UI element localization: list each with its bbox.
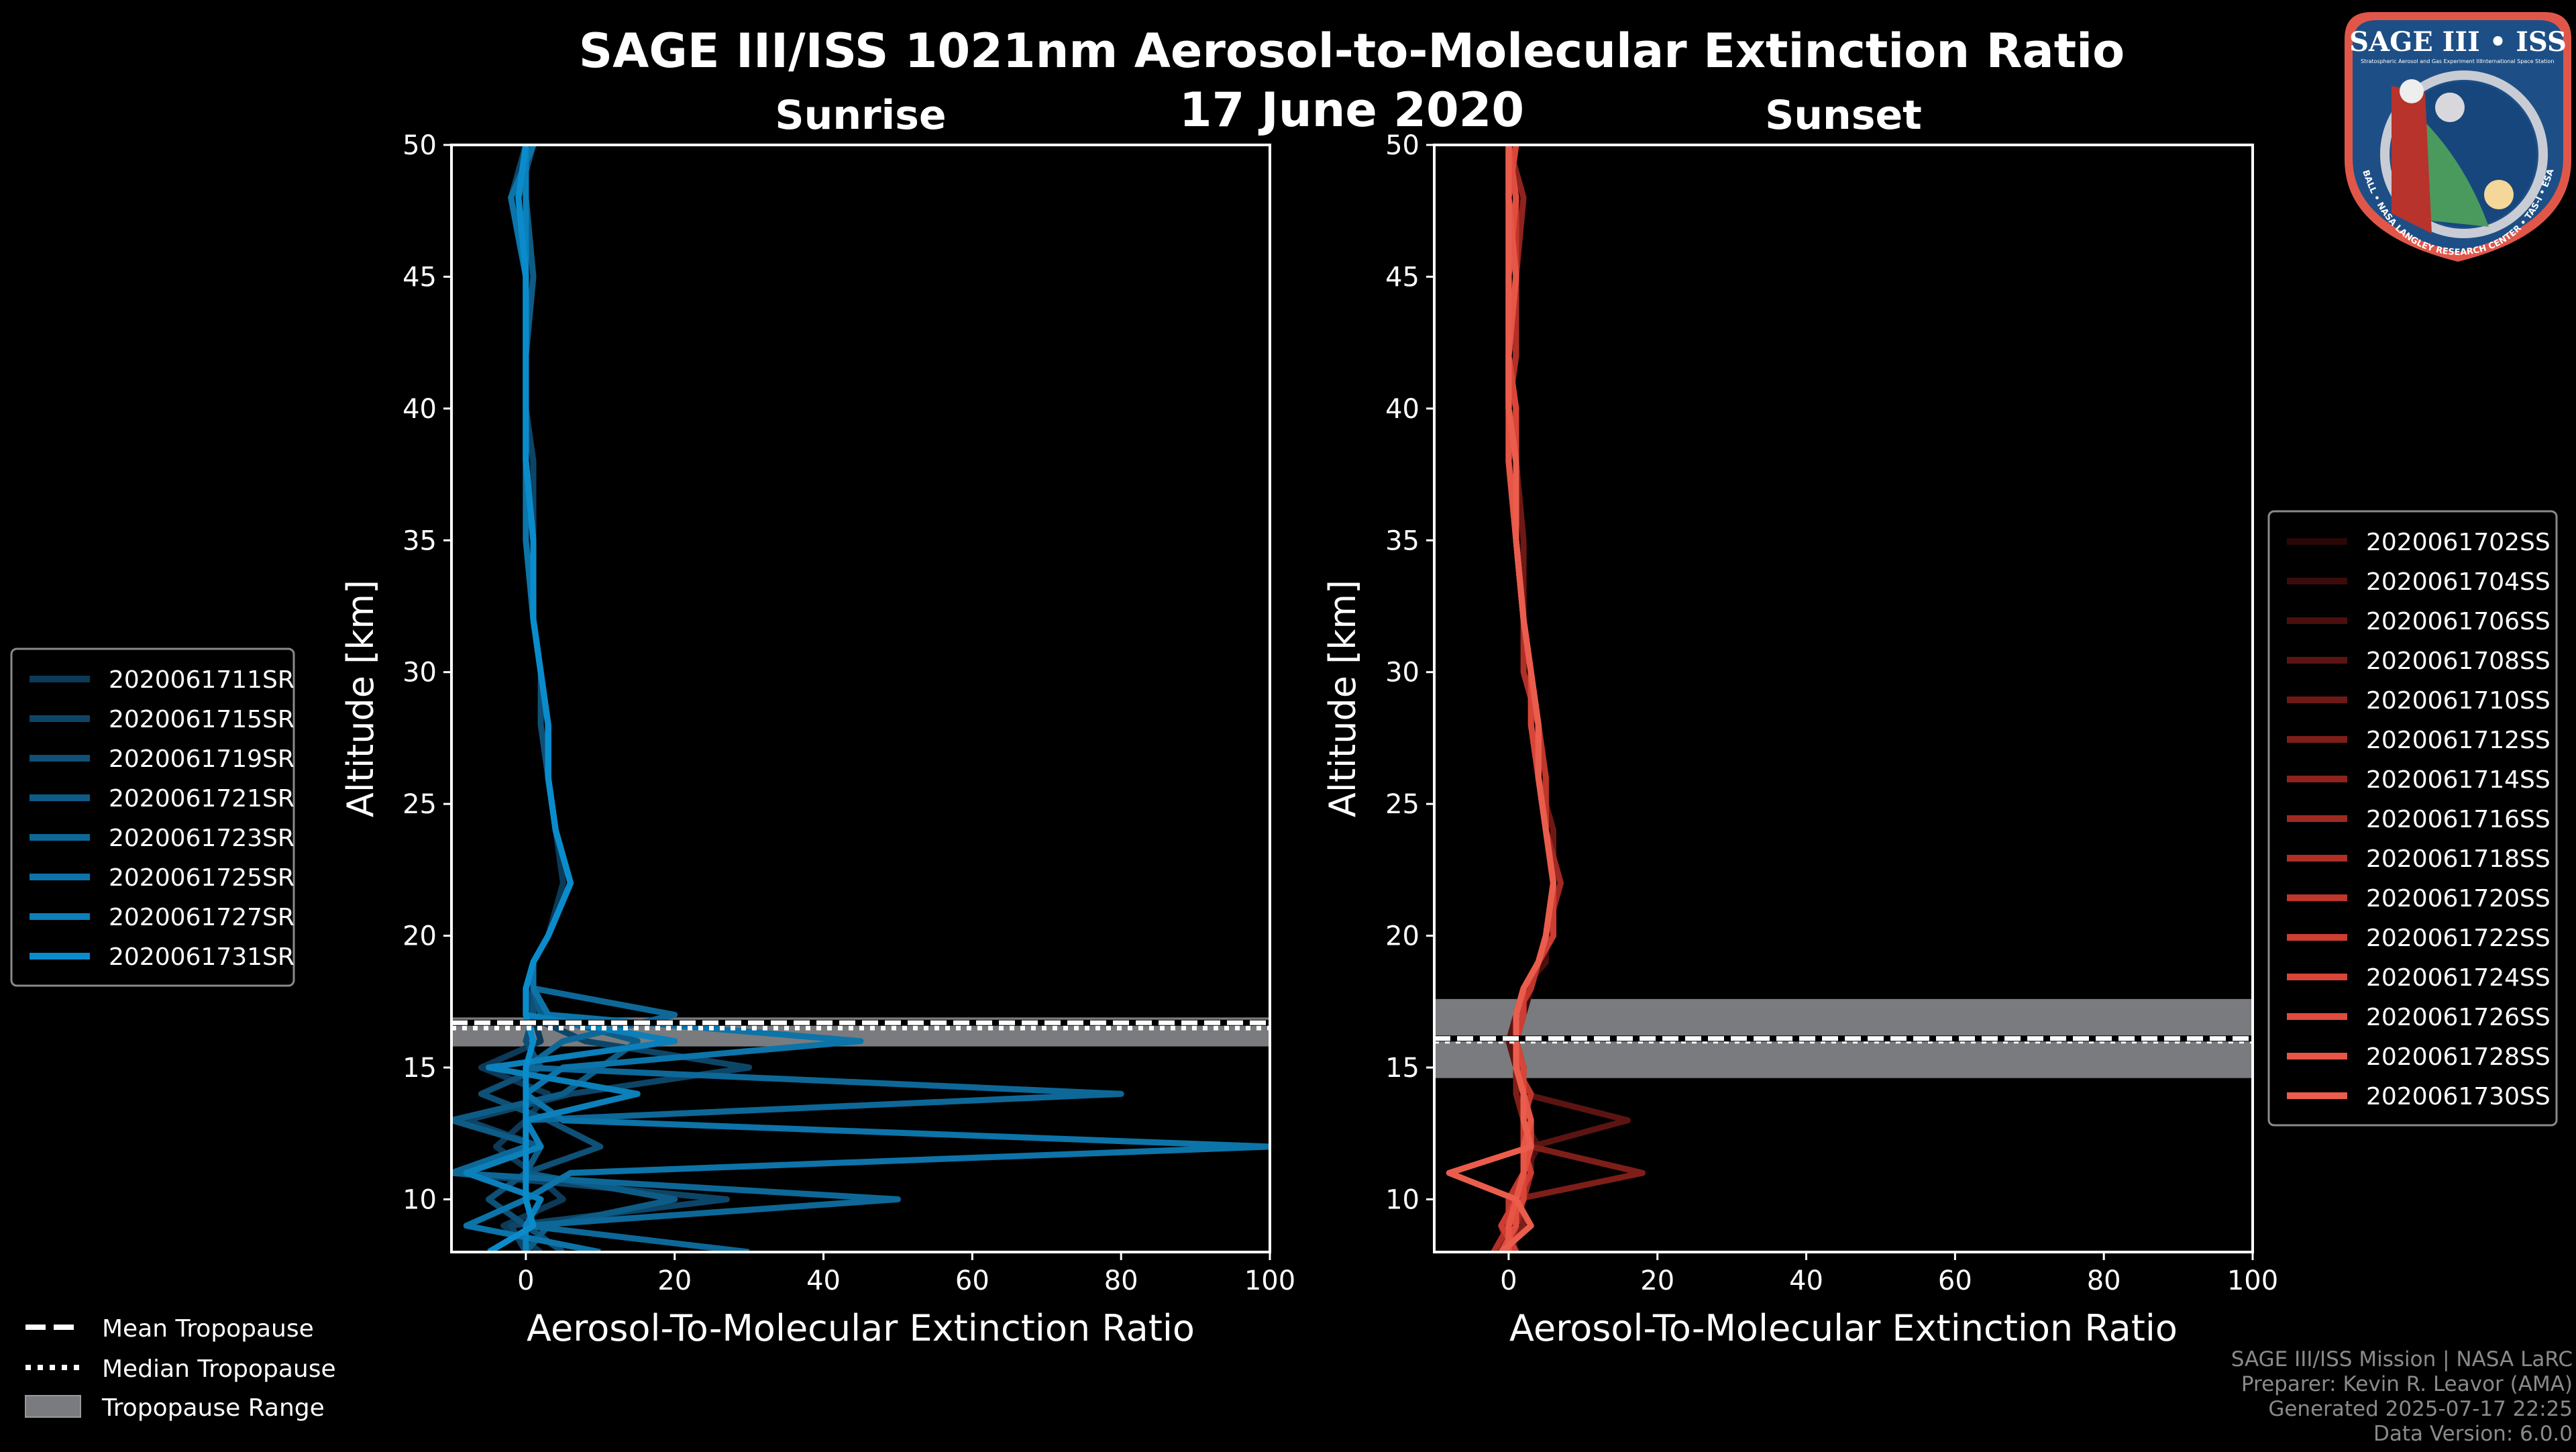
legend-label: 2020061719SR (109, 745, 294, 773)
x-tick-label: 80 (2087, 1265, 2121, 1296)
legend-label: 2020061724SS (2366, 964, 2551, 992)
sunrise-plot: 0 20 40 60 80 100 10 15 20 25 30 35 40 45 50 (402, 130, 1295, 1296)
chart-title: SAGE III/ISS 1021nm Aerosol-to-Molecular… (579, 23, 2125, 79)
x-axis-label-sunset: Aerosol-To-Molecular Extinction Ratio (1509, 1307, 2178, 1349)
x-tick-label: 40 (1789, 1265, 1823, 1296)
legend-label: 2020061720SS (2366, 885, 2551, 913)
legend-label: 2020061708SS (2366, 647, 2551, 675)
y-tick-label: 30 (402, 658, 437, 688)
x-axis-label-sunrise: Aerosol-To-Molecular Extinction Ratio (527, 1307, 1195, 1349)
legend-label: Median Tropopause (102, 1355, 336, 1383)
panel-title-sunset: Sunset (1765, 92, 1922, 139)
series-line-2020061731SR (487, 145, 574, 1252)
legend-label: 2020061702SS (2366, 529, 2551, 556)
x-tick-label: 100 (1244, 1265, 1295, 1296)
x-tick-label: 100 (2227, 1265, 2278, 1296)
y-tick-label: 45 (402, 262, 437, 293)
legend-label: Mean Tropopause (102, 1315, 314, 1343)
y-tick-label: 50 (402, 130, 437, 161)
x-tick-label: 60 (1938, 1265, 1972, 1296)
y-tick-label: 20 (402, 921, 437, 952)
logo-title: SAGE III • ISS (2349, 26, 2567, 58)
x-tick-label: 60 (955, 1265, 989, 1296)
y-tick-label: 25 (402, 789, 437, 820)
footer-generated: Generated 2025-07-17 22:25 (2268, 1397, 2573, 1421)
x-tick-label: 0 (1500, 1265, 1517, 1296)
series-line-2020061730SS (1446, 145, 1556, 1252)
y-tick-label: 45 (1385, 262, 1419, 293)
legend-label: 2020061722SS (2366, 925, 2551, 952)
legend-label: 2020061712SS (2366, 727, 2551, 754)
legend-label: 2020061704SS (2366, 568, 2551, 596)
legend-label: 2020061718SS (2366, 845, 2551, 873)
y-axis-label-sunset: Altitude [km] (1322, 580, 1364, 817)
x-tick-label: 20 (657, 1265, 692, 1296)
tropopause-legend: Mean Tropopause Median Tropopause Tropop… (25, 1315, 336, 1422)
x-tick-label: 0 (517, 1265, 534, 1296)
y-tick-label: 35 (402, 525, 437, 556)
legend-label: 2020061706SS (2366, 608, 2551, 635)
legend-label: 2020061731SR (109, 943, 294, 971)
footer-mission: SAGE III/ISS Mission | NASA LaRC (2231, 1347, 2573, 1371)
legend-label: 2020061710SS (2366, 687, 2551, 715)
legend-label: 2020061728SS (2366, 1043, 2551, 1071)
y-axis-label-sunrise: Altitude [km] (339, 580, 382, 817)
y-tick-label: 15 (1385, 1053, 1419, 1084)
logo-line2: International Space Station (2481, 58, 2555, 64)
footer-version: Data Version: 6.0.0 (2373, 1422, 2573, 1446)
y-tick-label: 20 (1385, 921, 1419, 952)
sunset-legend: 2020061702SS 2020061704SS 2020061706SS 2020… (2267, 510, 2558, 1127)
y-tick-label: 10 (402, 1184, 437, 1215)
y-tick-label: 40 (1385, 394, 1419, 425)
x-tick-label: 80 (1104, 1265, 1138, 1296)
x-tick-label: 40 (806, 1265, 841, 1296)
plot-frame (450, 144, 1271, 1253)
legend-label: 2020061715SR (109, 706, 294, 733)
legend-label: 2020061716SS (2366, 806, 2551, 833)
y-tick-label: 25 (1385, 789, 1419, 820)
sunset-plot: 0 20 40 60 80 100 10 15 20 25 30 35 40 45 50 (1385, 130, 2278, 1296)
footer: SAGE III/ISS Mission | NASA LaRC Prepare… (2231, 1347, 2573, 1446)
legend-label: 2020061730SS (2366, 1083, 2551, 1110)
logo-line1: Stratospheric Aerosol and Gas Experiment… (2361, 58, 2481, 64)
legend-label: 2020061714SS (2366, 766, 2551, 794)
legend-label: Tropopause Range (101, 1394, 325, 1422)
legend-label: 2020061711SR (109, 666, 294, 694)
panel-title-sunrise: Sunrise (775, 92, 946, 139)
sage-iii-iss-logo: SAGE III • ISS Stratospheric Aerosol and… (2345, 12, 2571, 262)
legend-frame (10, 647, 295, 987)
legend-label: 2020061727SR (109, 904, 294, 931)
footer-preparer: Preparer: Kevin R. Leavor (AMA) (2241, 1372, 2573, 1396)
y-tick-label: 50 (1385, 130, 1419, 161)
y-tick-label: 15 (402, 1053, 437, 1084)
y-tick-label: 40 (402, 394, 437, 425)
y-tick-label: 35 (1385, 525, 1419, 556)
legend-label: 2020061721SR (109, 785, 294, 813)
x-tick-label: 20 (1640, 1265, 1674, 1296)
legend-label: 2020061726SS (2366, 1004, 2551, 1031)
tropopause-range-swatch (25, 1395, 81, 1418)
plot-frame (1433, 144, 2254, 1253)
sunrise-legend: 2020061711SR 2020061715SR 2020061719SR 2020… (10, 647, 295, 987)
y-tick-label: 10 (1385, 1184, 1419, 1215)
legend-label: 2020061725SR (109, 864, 294, 892)
legend-label: 2020061723SR (109, 825, 294, 852)
chart-subtitle: 17 June 2020 (1179, 83, 1524, 138)
y-tick-label: 30 (1385, 658, 1419, 688)
legend-frame (2267, 510, 2558, 1127)
